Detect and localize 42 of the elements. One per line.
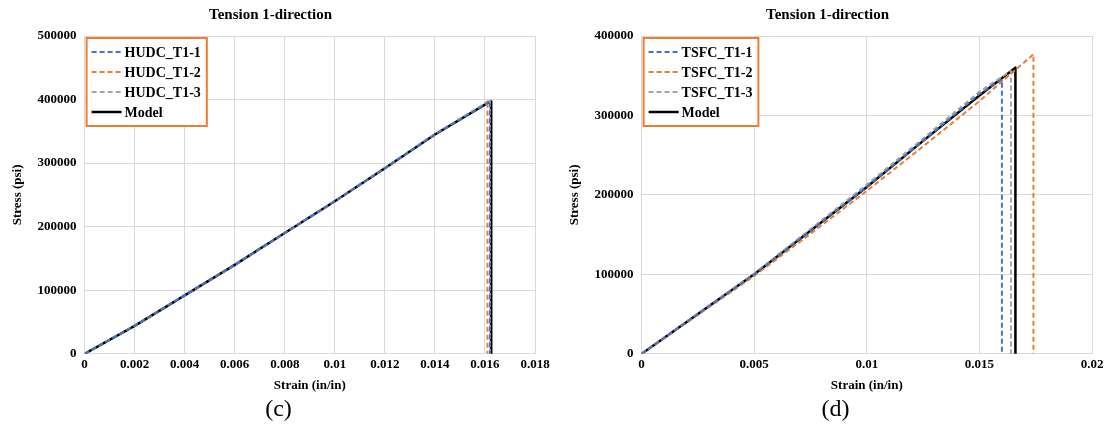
x-tick-label: 0.005 <box>739 355 770 371</box>
x-tick-label: 0.012 <box>370 355 400 371</box>
x-tick-label: 0.004 <box>170 355 200 371</box>
legend-label: Model <box>681 104 720 120</box>
y-tick-label: 0 <box>70 345 77 361</box>
x-tick-label: 0.01 <box>855 355 879 371</box>
legend-label: TSFC_T1-3 <box>681 84 753 100</box>
y-tick-label: 200000 <box>594 186 634 202</box>
legend-label: HUDC_T1-3 <box>124 84 201 100</box>
legend-label: HUDC_T1-2 <box>124 64 201 80</box>
x-tick-label: 0.018 <box>520 355 551 371</box>
x-axis-title: Strain (in/in) <box>830 376 903 392</box>
legend-label: HUDC_T1-1 <box>124 44 201 60</box>
y-tick-label: 200000 <box>37 218 77 234</box>
x-tick-label: 0.01 <box>323 355 347 371</box>
x-tick-label: 0 <box>638 355 645 371</box>
y-tick-label: 0 <box>627 345 634 361</box>
text: (d) <box>820 395 851 422</box>
y-tick-label: 500000 <box>37 27 77 43</box>
y-tick-label: 300000 <box>594 106 634 122</box>
x-tick-label: 0.02 <box>1080 355 1104 371</box>
y-axis-title: Stress (psi) <box>9 164 25 226</box>
y-tick-label: 100000 <box>594 265 634 281</box>
x-tick-label: 0.014 <box>420 355 451 371</box>
chart-title: Tension 1-direction <box>766 5 890 22</box>
y-axis-title: Stress (psi) <box>566 164 582 226</box>
x-tick-label: 0.006 <box>220 355 250 371</box>
x-tick-label: 0.008 <box>270 355 300 371</box>
legend-label: TSFC_T1-1 <box>681 44 753 60</box>
x-axis-title: Strain (in/in) <box>273 376 346 392</box>
y-tick-label: 400000 <box>594 27 634 43</box>
chart-title: Tension 1-direction <box>209 5 333 22</box>
text: (c) <box>264 395 293 422</box>
legend-label: TSFC_T1-2 <box>681 64 753 80</box>
y-tick-label: 100000 <box>37 281 77 297</box>
x-tick-label: 0.015 <box>964 355 995 371</box>
x-tick-label: 0 <box>81 355 88 371</box>
y-tick-label: 400000 <box>37 90 77 106</box>
x-tick-label: 0.016 <box>470 355 501 371</box>
y-tick-label: 300000 <box>37 154 77 170</box>
legend-label: Model <box>124 104 163 120</box>
x-tick-label: 0.002 <box>120 355 150 371</box>
